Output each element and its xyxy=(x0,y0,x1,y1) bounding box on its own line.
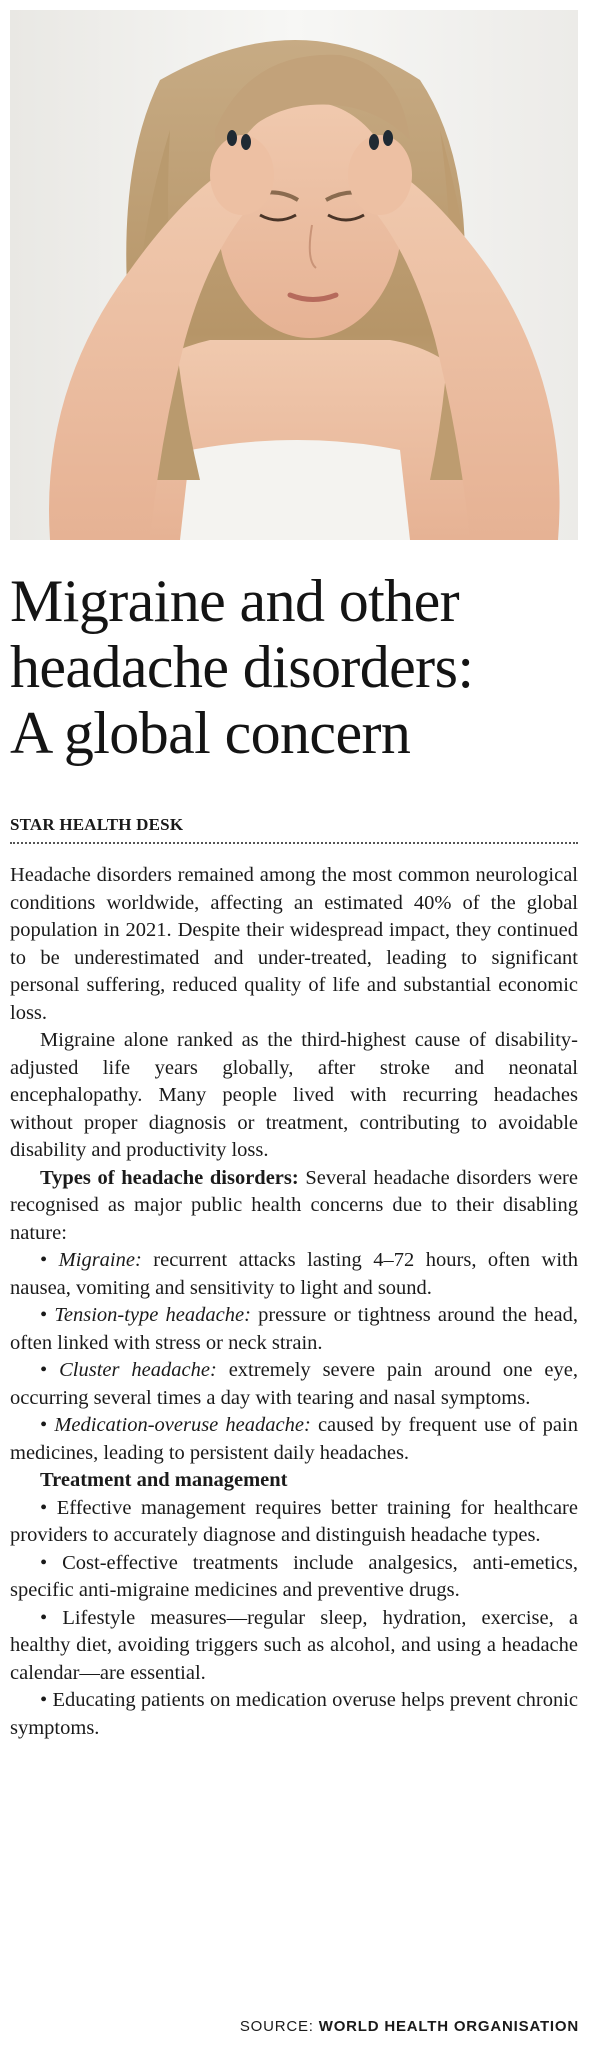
source-label: SOURCE: xyxy=(239,2018,319,2035)
term-tension-type: Tension-type headache: xyxy=(54,1304,251,1326)
headline-line-2: headache disorders: xyxy=(10,634,474,700)
term-cluster: Cluster headache: xyxy=(59,1359,217,1381)
types-heading: Types of headache disorders: xyxy=(40,1166,299,1189)
treatment-item-cost-effective: • Cost-effective treatments include anal… xyxy=(10,1551,578,1602)
bullet: • xyxy=(40,1249,59,1271)
paragraph-intro: Headache disorders remained among the mo… xyxy=(10,864,578,1024)
description-medication-overuse: caused by frequent use of pain medicines… xyxy=(10,1414,578,1464)
treatment-item-education: • Educating patients on medication overu… xyxy=(10,1689,578,1739)
woman-headache-illustration xyxy=(10,10,578,540)
description-tension-type: pressure or tightness around the head, o… xyxy=(10,1304,578,1354)
treatment-heading: Treatment and management xyxy=(40,1469,288,1491)
term-medication-overuse: Medication-overuse headache: xyxy=(54,1414,311,1436)
byline: STAR HEALTH DESK xyxy=(10,814,578,844)
bullet: • xyxy=(40,1304,55,1326)
list-item-tension-type: • Tension-type headache: pressure or tig… xyxy=(10,1302,578,1357)
types-intro-text: Several headache disorders were recognis… xyxy=(10,1166,578,1244)
headline-line-3: A global concern xyxy=(10,700,411,766)
description-cluster: extremely severe pain around one eye, oc… xyxy=(10,1359,579,1409)
source-organisation: WORLD HEALTH ORGANISATION xyxy=(318,2018,579,2035)
list-item-migraine: • Migraine: recurrent attacks lasting 4–… xyxy=(10,1247,578,1302)
headline: Migraine and other headache disorders: A… xyxy=(10,568,580,766)
list-item-cluster: • Cluster headache: extremely severe pai… xyxy=(10,1357,578,1412)
term-migraine: Migraine: xyxy=(58,1249,142,1271)
list-item-medication-overuse: • Medication-overuse headache: caused by… xyxy=(10,1412,578,1467)
bullet: • xyxy=(40,1414,55,1436)
bullet: • xyxy=(40,1359,60,1381)
treatment-item-lifestyle: • Lifestyle measures—regular sleep, hydr… xyxy=(10,1606,578,1684)
source-credit: SOURCE: WORLD HEALTH ORGANISATION xyxy=(240,2018,579,2035)
treatment-item-training: • Effective management requires better t… xyxy=(10,1496,578,1547)
paragraph-migraine-ranking: Migraine alone ranked as the third-highe… xyxy=(10,1029,578,1161)
description-migraine: recurrent attacks lasting 4–72 hours, of… xyxy=(10,1249,578,1299)
article-body: Headache disorders remained among the mo… xyxy=(10,862,578,1742)
headline-line-1: Migraine and other xyxy=(10,568,460,634)
article-photo xyxy=(10,10,578,540)
paragraph-types-intro: Types of headache disorders: Several hea… xyxy=(10,1165,578,1248)
